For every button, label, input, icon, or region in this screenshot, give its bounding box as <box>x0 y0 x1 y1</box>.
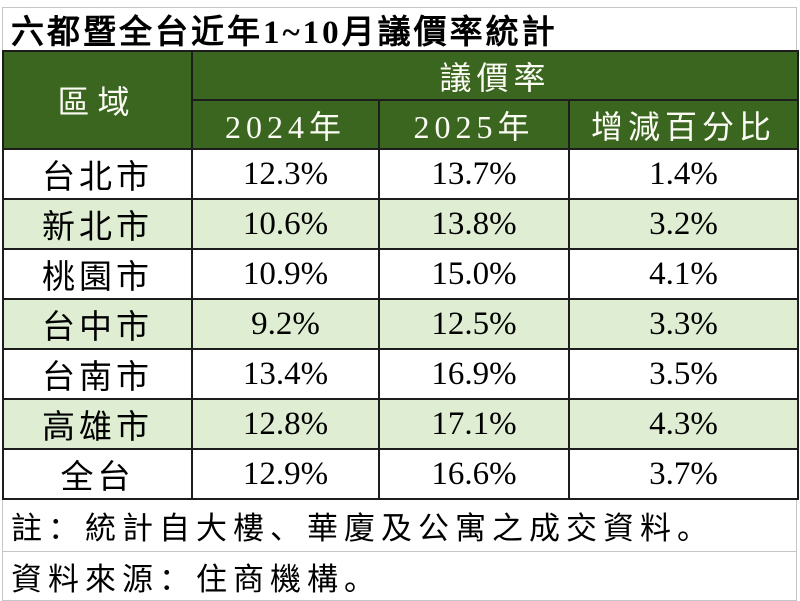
region-cell: 台中市 <box>2 298 193 350</box>
header-row-years: 2024年 2025年 增減百分比 <box>3 99 799 150</box>
rate-2025-cell: 13.7% <box>378 148 570 200</box>
table-row-kaohsiung: 高雄市 12.8% 17.1% 4.3% <box>2 398 799 450</box>
rate-2024-cell: 10.9% <box>191 248 380 300</box>
region-cell: 全台 <box>2 448 193 500</box>
rate-2024-cell: 9.2% <box>191 298 380 350</box>
region-cell: 桃園市 <box>2 248 193 300</box>
header-year-2025: 2025年 <box>378 99 570 150</box>
region-cell: 台北市 <box>2 148 193 200</box>
note-row: 註：統計自大樓、華廈及公寓之成交資料。 <box>2 500 797 552</box>
table-row-taipei: 台北市 12.3% 13.7% 1.4% <box>2 148 799 200</box>
table-row-tainan: 台南市 13.4% 16.9% 3.5% <box>2 348 799 400</box>
rate-2024-cell: 13.4% <box>191 348 380 400</box>
diff-cell: 3.5% <box>568 348 799 400</box>
note-text: 註：統計自大樓、華廈及公寓之成交資料。 <box>11 511 714 546</box>
rate-2025-cell: 12.5% <box>378 298 570 350</box>
diff-cell: 3.3% <box>568 298 799 350</box>
source-text: 資料來源：住商機構。 <box>11 561 381 597</box>
rate-2025-cell: 16.6% <box>378 448 570 500</box>
rate-2025-cell: 16.9% <box>378 348 570 400</box>
diff-cell: 3.7% <box>568 448 799 500</box>
rate-2024-cell: 12.9% <box>191 448 380 500</box>
table-header: 區域 議價率 2024年 2025年 增減百分比 <box>2 50 799 150</box>
rate-2024-cell: 12.3% <box>191 148 380 200</box>
region-cell: 台南市 <box>2 348 193 400</box>
rate-2025-cell: 15.0% <box>378 248 570 300</box>
table-row-alltaiwan: 全台 12.9% 16.6% 3.7% <box>2 448 799 500</box>
table-title-bar: 六都暨全台近年1~10月議價率統計 <box>2 7 797 51</box>
rate-2024-cell: 10.6% <box>191 198 380 250</box>
page-title: 六都暨全台近年1~10月議價率統計 <box>11 15 558 51</box>
table-row-taichung: 台中市 9.2% 12.5% 3.3% <box>2 298 799 350</box>
header-rate-group: 議價率 <box>191 50 799 101</box>
rate-2024-cell: 12.8% <box>191 398 380 450</box>
header-year-2024: 2024年 <box>191 99 380 150</box>
header-diff-percent: 增減百分比 <box>568 99 799 150</box>
negotiation-rate-table: 區域 議價率 2024年 2025年 增減百分比 台北市 12.3% 13.7%… <box>2 50 799 500</box>
header-row-group: 區域 議價率 <box>2 50 799 150</box>
region-cell: 高雄市 <box>2 398 193 450</box>
table-row-newtaipei: 新北市 10.6% 13.8% 3.2% <box>2 198 799 250</box>
statistics-sheet: 六都暨全台近年1~10月議價率統計 區域 議價率 2024年 2025年 增減百… <box>2 7 799 601</box>
source-row: 資料來源：住商機構。 <box>2 552 797 601</box>
rate-2025-cell: 17.1% <box>378 398 570 450</box>
region-cell: 新北市 <box>2 198 193 250</box>
diff-cell: 4.3% <box>568 398 799 450</box>
diff-cell: 3.2% <box>568 198 799 250</box>
table-body: 台北市 12.3% 13.7% 1.4% 新北市 10.6% 13.8% 3.2… <box>2 148 799 500</box>
table-row-taoyuan: 桃園市 10.9% 15.0% 4.1% <box>2 248 799 300</box>
diff-cell: 1.4% <box>568 148 799 200</box>
header-region: 區域 <box>2 50 193 150</box>
diff-cell: 4.1% <box>568 248 799 300</box>
rate-2025-cell: 13.8% <box>378 198 570 250</box>
